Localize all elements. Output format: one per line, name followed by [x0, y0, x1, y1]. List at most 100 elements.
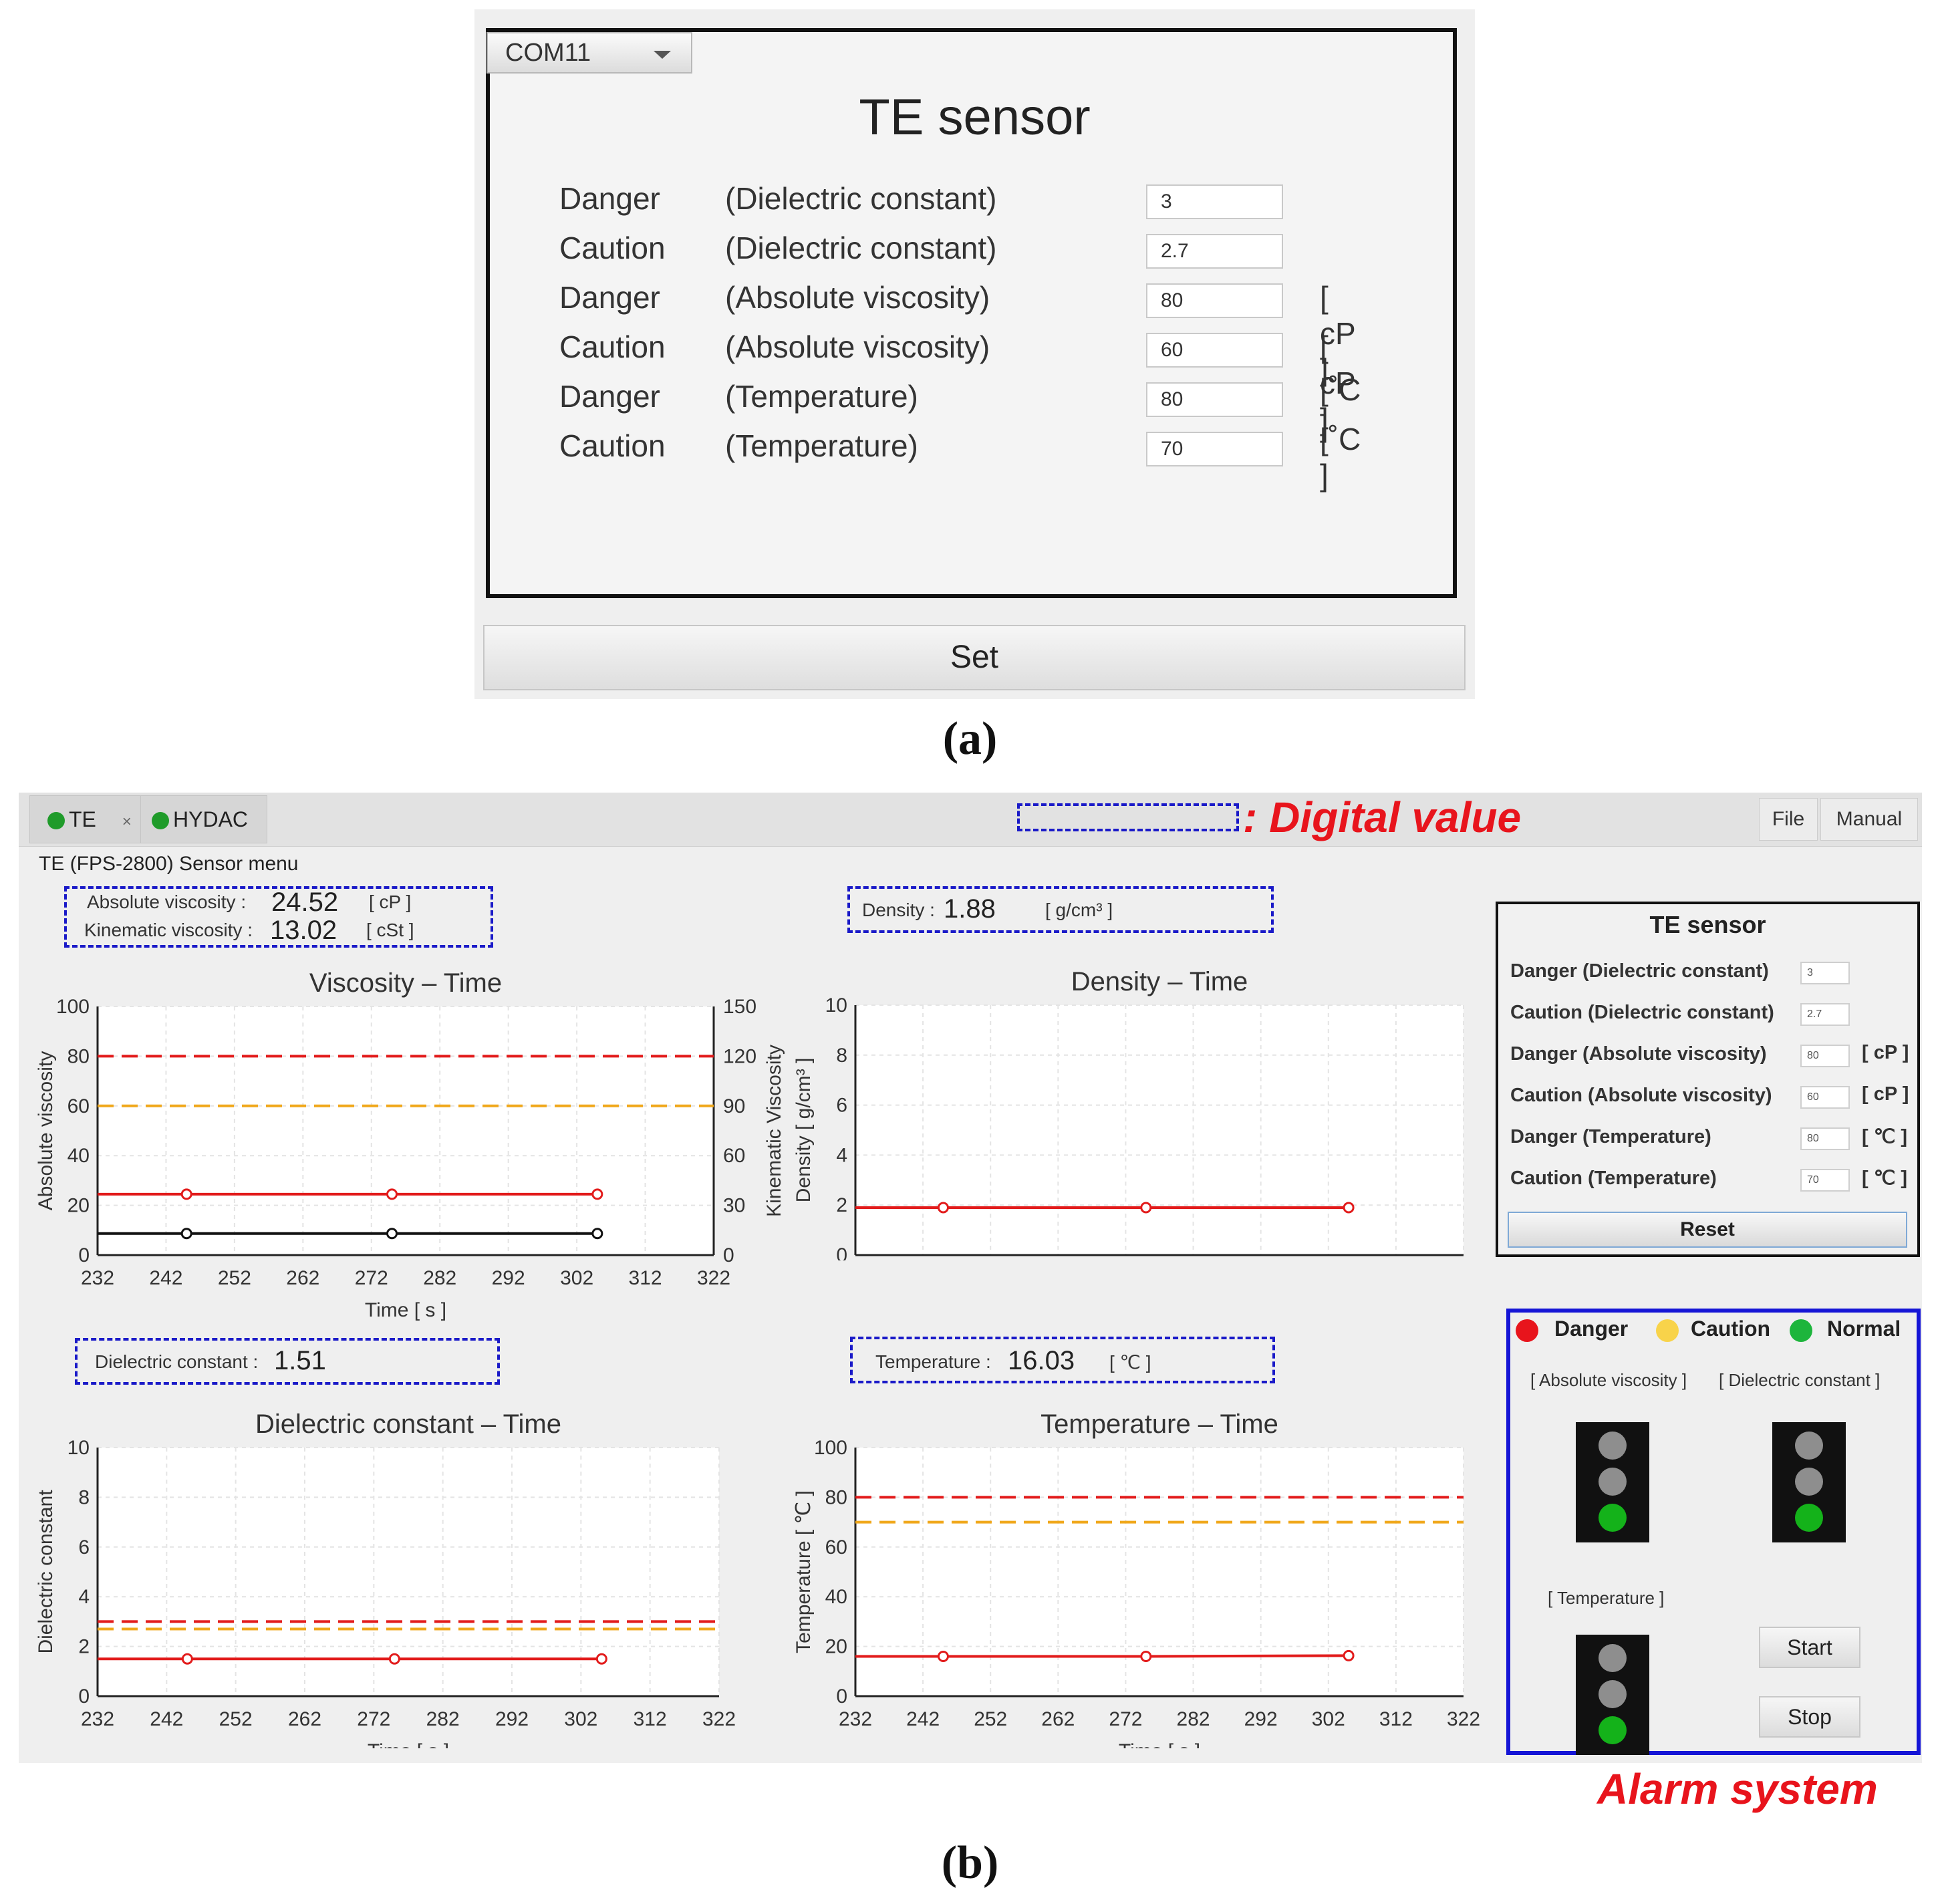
bulb-caution-icon	[1599, 1680, 1627, 1708]
threshold-input[interactable]: 3	[1146, 184, 1283, 219]
close-icon[interactable]: ×	[122, 813, 132, 831]
dielectric-value: 1.51	[274, 1346, 326, 1375]
x-tick-label: 262	[288, 1708, 321, 1730]
level-label: Danger	[559, 181, 660, 216]
level-label: Caution	[559, 428, 666, 463]
bulb-caution-icon	[1795, 1468, 1823, 1496]
threshold-input[interactable]: 60	[1146, 333, 1283, 368]
abs-visc-unit: [ cP ]	[369, 892, 412, 912]
tab-hydac[interactable]: HYDAC	[140, 795, 267, 843]
unit-label: [ cP ]	[1862, 1083, 1909, 1105]
threshold-label: Danger (Absolute viscosity)	[1510, 1043, 1767, 1065]
y-tick-label: 8	[836, 1045, 847, 1067]
unit-label: [ ℃ ]	[1862, 1168, 1907, 1189]
y-tick-label: 0	[836, 1685, 847, 1708]
unit-label: [˚C ]	[1320, 372, 1361, 443]
x-tick-label: 282	[423, 1267, 456, 1289]
threshold-input[interactable]: 70	[1146, 432, 1283, 466]
x-tick-label: 242	[906, 1708, 940, 1730]
unit-label: [ cP ]	[1320, 329, 1355, 436]
x-axis-label: Time [ s ]	[365, 1299, 446, 1321]
bulb-danger-icon	[1599, 1644, 1627, 1672]
legend-danger: Danger	[1554, 1317, 1629, 1341]
menu-file[interactable]: File	[1759, 798, 1818, 841]
threshold-label: Caution (Dielectric constant)	[1510, 1002, 1774, 1023]
x-tick-label: 232	[839, 1708, 872, 1730]
threshold-input[interactable]: 80	[1146, 382, 1283, 417]
normal-dot-icon	[1790, 1319, 1812, 1342]
te-sensor-title: TE sensor	[1649, 911, 1766, 938]
plot-area	[855, 1448, 1464, 1696]
x-tick-label: 302	[1312, 1708, 1345, 1730]
y-axis-label: Absolute viscosity	[35, 1051, 57, 1210]
y-tick-label: 4	[78, 1586, 90, 1608]
level-label: Danger	[559, 379, 660, 414]
reset-button[interactable]: Reset	[1508, 1212, 1907, 1248]
y2-tick-label: 60	[723, 1145, 745, 1167]
x-tick-label: 302	[560, 1267, 593, 1289]
y-tick-label: 40	[67, 1145, 90, 1167]
figure-caption-a: (a)	[942, 713, 998, 765]
bulb-normal-icon	[1795, 1504, 1823, 1532]
bulb-caution-icon	[1599, 1468, 1627, 1496]
set-button[interactable]: Set	[483, 625, 1466, 690]
x-tick-label: 292	[1244, 1708, 1278, 1730]
data-point	[388, 1653, 400, 1665]
menu-manual[interactable]: Manual	[1820, 798, 1918, 841]
level-label: Caution	[559, 329, 666, 364]
data-point	[937, 1650, 949, 1662]
parameter-label: (Absolute viscosity)	[725, 280, 990, 315]
data-point	[591, 1188, 603, 1200]
threshold-input[interactable]: 2.7	[1146, 234, 1283, 269]
threshold-input[interactable]: 3	[1800, 962, 1850, 984]
abs-visc-value: 24.52	[271, 888, 339, 917]
data-point	[1343, 1649, 1355, 1661]
bulb-normal-icon	[1599, 1504, 1627, 1532]
level-label: Danger	[559, 280, 660, 315]
temperature-label: Temperature :	[875, 1351, 991, 1372]
data-point	[591, 1228, 603, 1240]
threshold-input[interactable]: 60	[1800, 1086, 1850, 1109]
chart-title: Temperature – Time	[1041, 1409, 1278, 1439]
parameter-label: (Dielectric constant)	[725, 181, 997, 216]
digital-value-legend-box	[1017, 803, 1239, 831]
density-unit: [ g/cm³ ]	[1045, 900, 1113, 920]
x-tick-label: 252	[219, 1708, 253, 1730]
temperature-value: 16.03	[1008, 1346, 1075, 1375]
threshold-input[interactable]: 70	[1800, 1169, 1850, 1192]
x-tick-label: 232	[81, 1267, 114, 1289]
tab-te[interactable]: TE ×	[29, 795, 156, 843]
data-point	[937, 1202, 949, 1214]
y-axis-label: Dielectric constant	[35, 1490, 57, 1654]
data-point	[181, 1653, 193, 1665]
dielectric-alarm-label: [ Dielectric constant ]	[1719, 1370, 1881, 1390]
stop-button[interactable]: Stop	[1759, 1696, 1860, 1738]
monitoring-window: TE × HYDAC File Manual : Digital value T…	[19, 793, 1922, 1763]
chevron-down-icon[interactable]	[654, 51, 671, 59]
figure-caption-b: (b)	[941, 1837, 999, 1889]
threshold-input[interactable]: 80	[1146, 283, 1283, 318]
x-tick-label: 232	[81, 1708, 114, 1730]
sensor-menu-label: TE (FPS-2800) Sensor menu	[39, 853, 299, 875]
page-title: TE sensor	[859, 89, 1091, 146]
threshold-input[interactable]: 2.7	[1800, 1003, 1850, 1026]
data-point	[386, 1228, 398, 1240]
danger-dot-icon	[1516, 1319, 1538, 1342]
threshold-input[interactable]: 80	[1800, 1127, 1850, 1150]
y-tick-label: 4	[836, 1144, 847, 1166]
threshold-input[interactable]: 80	[1800, 1045, 1850, 1067]
y-axis-label: Density [ g/cm³ ]	[794, 1058, 815, 1203]
y-tick-label: 10	[825, 994, 847, 1016]
start-button[interactable]: Start	[1759, 1627, 1860, 1668]
data-point	[180, 1188, 192, 1200]
unit-label: [˚C ]	[1320, 422, 1361, 493]
x-tick-label: 272	[357, 1708, 390, 1730]
x-tick-label: 322	[1447, 1708, 1480, 1730]
digital-value-label: : Digital value	[1243, 793, 1522, 841]
x-tick-label: 322	[697, 1267, 730, 1289]
threshold-label: Caution (Absolute viscosity)	[1510, 1085, 1772, 1106]
x-tick-label: 322	[702, 1708, 736, 1730]
data-point	[386, 1188, 398, 1200]
x-tick-label: 292	[492, 1267, 525, 1289]
com-port-select[interactable]: COM11	[487, 32, 692, 74]
